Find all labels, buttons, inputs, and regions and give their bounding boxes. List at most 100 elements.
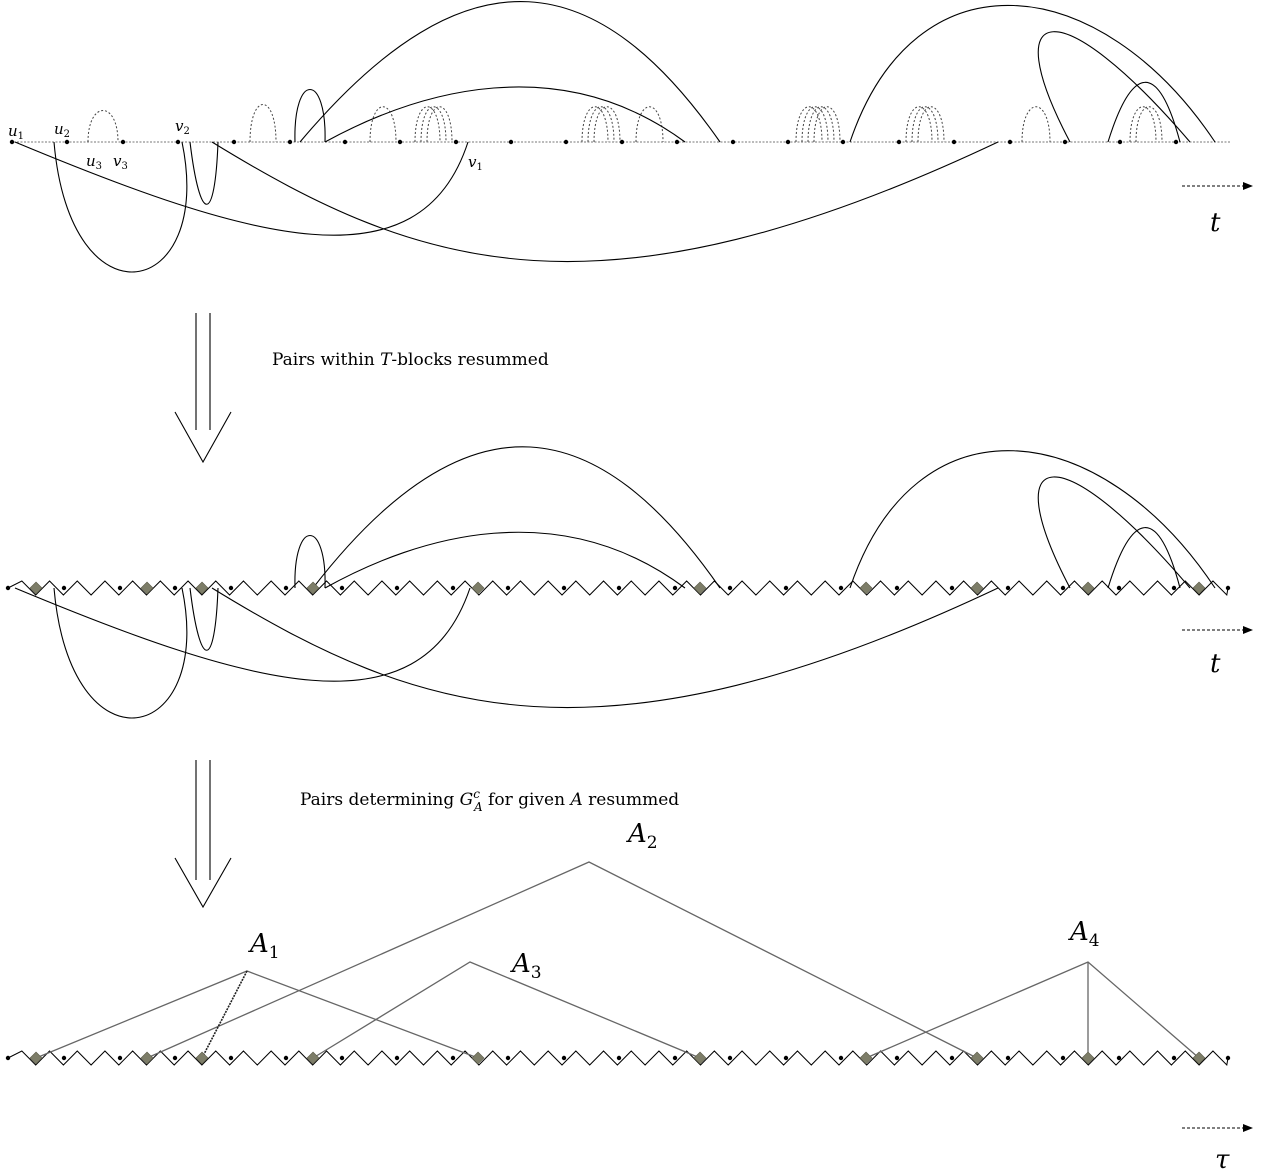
vertex-dot [1225,1055,1231,1061]
vertex-dot [561,585,567,591]
vertex-dot [231,139,237,145]
vertex-dot [563,139,569,145]
vertex-dot [1171,585,1177,591]
vertex-dot [172,585,178,591]
block-marker [140,1051,154,1065]
vertex-dot [64,139,70,145]
upper-arc [299,0,721,143]
tree-a2 [146,861,978,1059]
block-marker [471,1051,485,1065]
dotted-loop [581,106,609,143]
stage-1-vertex-dots [9,139,1179,145]
vertex-dot [5,585,11,591]
dotted-loop [807,106,835,143]
vertex-dot [949,585,955,591]
vertex-dot [838,585,844,591]
vertex-dot [450,1055,456,1061]
vertex-dot [1173,139,1179,145]
stage-2-zigzag-line [7,580,1229,597]
lower-arc [211,141,999,263]
lower-arc [14,141,469,236]
vertex-dot [453,139,459,145]
stage-3-block-markers [29,1051,1206,1065]
stage-3-tree-diagram: A1 A2 A3 A4 τ [5,819,1253,1174]
vertex-label-v2: v2 [175,117,190,137]
vertex-dot [61,1055,67,1061]
vertex-dot [783,585,789,591]
vertex-dot [505,1055,511,1061]
upper-arc [294,88,326,143]
dotted-loop [1021,106,1051,143]
vertex-dot [1005,1055,1011,1061]
tree-label-a3: A3 [510,949,542,983]
vertex-dot [1007,139,1013,145]
tree-a4 [865,961,1200,1059]
axis-label-tau: τ [1215,1145,1230,1174]
vertex-dot [951,139,957,145]
upper-arc [1107,527,1181,589]
vertex-dot [339,585,345,591]
vertex-dot [1116,585,1122,591]
dotted-loop [587,106,615,143]
upper-arc [1107,81,1181,143]
stage-3-trees [35,861,1200,1059]
lower-arc [53,587,188,719]
upper-arc [324,531,686,589]
vertex-dot [397,139,403,145]
vertex-dot [508,139,514,145]
vertex-dot [838,1055,844,1061]
block-marker [1081,581,1095,595]
upper-arc [1037,476,1191,589]
stage-3-tree-labels: A1 A2 A3 A4 [248,819,1100,983]
stage-2-vertex-dots [5,585,1231,591]
vertex-dot [1117,139,1123,145]
vertex-dot [5,1055,11,1061]
lower-arc [14,587,471,682]
vertex-dot [619,139,625,145]
vertex-label-u3: u3 [86,152,102,172]
stage-1-lower-arcs [14,141,999,273]
vertex-dot [394,1055,400,1061]
step-2: Pairs determining Gc A for given A resumm… [174,760,679,909]
stage-2-upper-arcs [294,446,1216,589]
stage-3-vertex-dots [5,1055,1231,1061]
vertex-dot [1225,585,1231,591]
block-marker [471,581,485,595]
vertex-dot [894,585,900,591]
block-marker [195,1051,209,1065]
vertex-dot [949,1055,955,1061]
vertex-dot [228,1055,234,1061]
dotted-loop [1129,106,1157,143]
tree-label-a4: A4 [1068,917,1100,951]
vertex-dot [9,139,15,145]
dotted-loop [87,110,119,143]
axis-label-t-2: t [1210,649,1221,679]
vertex-dot [1062,139,1068,145]
dotted-loop [414,106,441,143]
vertex-label-u1: u1 [8,122,24,142]
step-2-caption: Pairs determining Gc A for given A resumm… [300,787,679,814]
vertex-dot [840,139,846,145]
vertex-dot [894,1055,900,1061]
vertex-dot [730,139,736,145]
block-marker [1192,1051,1206,1065]
tree-a1-dashed-edge [201,970,248,1059]
vertex-dot [616,585,622,591]
vertex-dot [117,1055,123,1061]
dotted-loop [1135,106,1163,143]
block-marker [970,581,984,595]
vertex-dot [727,1055,733,1061]
block-marker [306,1051,320,1065]
block-marker [195,581,209,595]
stage-3-zigzag-line [7,1050,1229,1067]
vertex-label-v1: v1 [468,153,483,173]
upper-arc [849,4,1216,143]
vertex-dot [616,1055,622,1061]
lower-arc [53,141,188,273]
dotted-loop [813,106,841,143]
vertex-dot [1005,585,1011,591]
vertex-label-u2: u2 [54,120,70,140]
stage-2-resummed-time-line: t [5,446,1253,719]
vertex-label-v3: v3 [113,152,128,172]
